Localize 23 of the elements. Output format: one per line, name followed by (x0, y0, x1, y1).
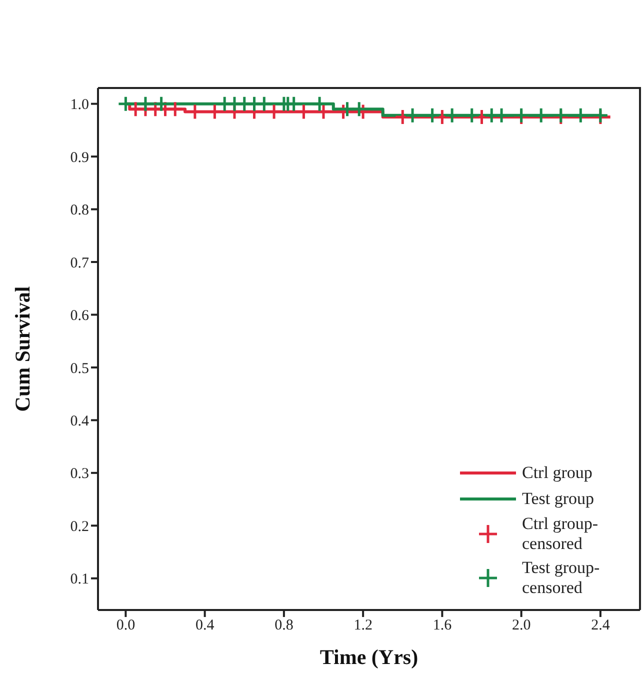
x-tick-label: 1.6 (432, 618, 452, 634)
legend-label: Ctrl group-censored (522, 514, 600, 554)
y-tick-label: 1.0 (70, 97, 89, 114)
y-tick-label: 0.1 (70, 572, 89, 588)
y-tick-label: 0.8 (70, 202, 89, 219)
legend-label: Test group (522, 489, 595, 509)
legend-label: Test group-censored (522, 558, 601, 598)
y-tick-label: 0.5 (70, 360, 89, 377)
x-tick-label: 0.8 (274, 618, 294, 634)
x-tick-label: 2.4 (591, 618, 610, 634)
y-tick-label: 0.6 (70, 308, 90, 324)
x-axis-title: Time (Yrs) (320, 645, 418, 669)
y-tick-label: 0.2 (70, 518, 89, 535)
legend-label: Ctrl group (522, 463, 594, 483)
y-tick-label: 0.7 (70, 255, 90, 272)
y-tick-label: 0.9 (70, 150, 89, 166)
x-tick-label: 2.0 (512, 618, 531, 634)
x-tick-label: 0.4 (195, 618, 215, 634)
x-tick-label: 0.0 (116, 618, 136, 634)
y-axis-title: Cum Survival (10, 286, 34, 412)
x-tick-label: 1.2 (354, 618, 372, 634)
y-tick-label: 0.3 (70, 466, 89, 482)
y-tick-label: 0.4 (70, 414, 90, 430)
